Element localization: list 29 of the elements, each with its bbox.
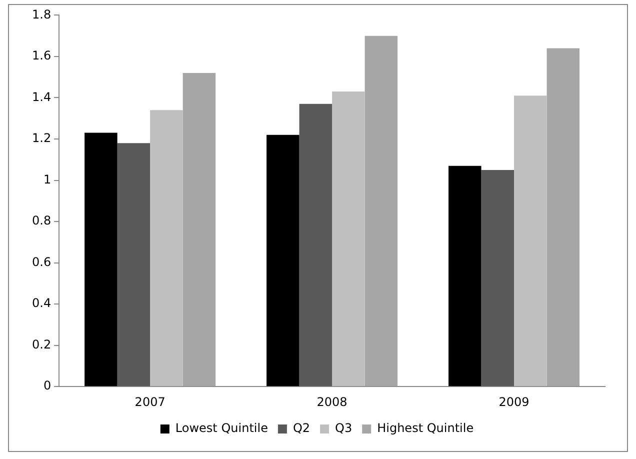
y-tick-label: 0.6 [32, 254, 52, 269]
bar [332, 92, 365, 386]
bar [299, 104, 332, 386]
y-tick-label: 1.6 [32, 48, 52, 63]
y-tick-label: 0.2 [32, 337, 52, 352]
y-tick-label: 1.4 [32, 90, 52, 104]
y-tick-label: 0.4 [32, 296, 52, 310]
legend-label: Q3 [335, 421, 352, 436]
y-tick-label: 0 [43, 378, 52, 393]
legend-label: Lowest Quintile [175, 421, 268, 436]
bar [448, 166, 482, 386]
bar [84, 132, 118, 386]
legend-label: Highest Quintile [377, 421, 474, 436]
bar [150, 110, 183, 386]
bar [364, 36, 398, 386]
y-tick-label: 0.8 [32, 214, 52, 228]
x-tick-label: 2009 [498, 394, 530, 409]
bar [182, 72, 216, 386]
x-tick-label: 2008 [316, 394, 348, 409]
bar [117, 143, 150, 386]
y-tick-label: 1.8 [32, 7, 52, 22]
bar [546, 48, 580, 386]
y-tick-label: 1.2 [32, 131, 52, 146]
bar [266, 134, 300, 386]
bar [481, 170, 514, 386]
legend-label: Q2 [292, 421, 310, 436]
x-tick-label: 2007 [134, 394, 166, 409]
y-tick-label: 1 [43, 172, 52, 186]
bar [514, 96, 547, 386]
